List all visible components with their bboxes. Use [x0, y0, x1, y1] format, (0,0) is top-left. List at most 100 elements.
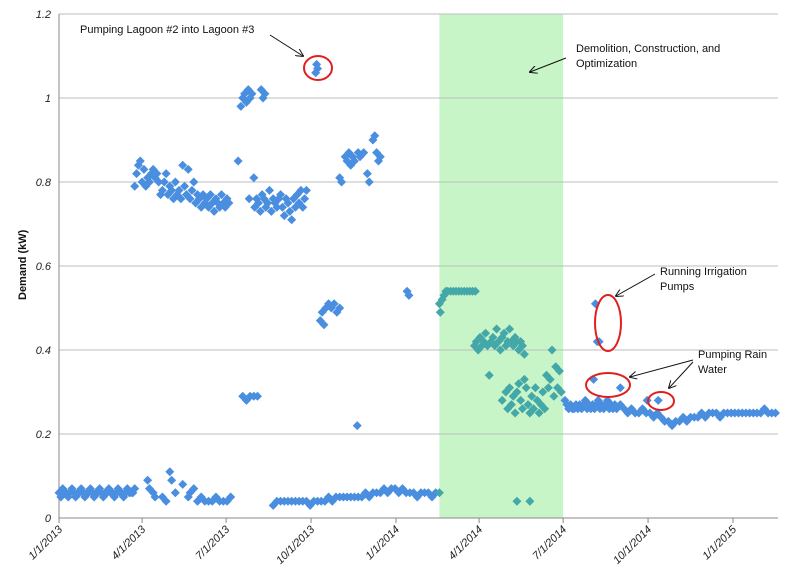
data-point	[187, 185, 197, 195]
data-point	[283, 198, 293, 208]
data-point	[58, 484, 68, 494]
data-point	[189, 177, 199, 187]
y-tick-label: 0	[45, 513, 52, 525]
data-point	[359, 148, 369, 158]
data-point	[279, 211, 289, 221]
data-point	[130, 181, 140, 191]
data-point	[285, 206, 295, 216]
data-point	[319, 320, 329, 330]
data-point	[144, 177, 154, 187]
data-point	[165, 467, 175, 477]
data-point	[205, 190, 215, 200]
data-point	[260, 89, 270, 99]
data-point	[157, 185, 167, 195]
data-point	[370, 131, 380, 141]
data-point	[512, 387, 522, 397]
data-point	[255, 206, 265, 216]
data-point	[247, 89, 257, 99]
data-point	[527, 391, 537, 401]
data-point	[516, 395, 526, 405]
data-point	[335, 303, 345, 313]
data-point	[150, 492, 160, 502]
data-point	[481, 328, 491, 338]
data-point	[545, 374, 555, 384]
data-point	[375, 152, 385, 162]
data-point	[653, 395, 663, 405]
annotation-circle	[594, 294, 622, 352]
data-point	[349, 156, 359, 166]
data-point	[512, 496, 522, 506]
data-point	[517, 341, 527, 351]
data-point	[362, 169, 372, 179]
data-point	[226, 492, 236, 502]
data-point	[263, 198, 273, 208]
data-point	[434, 488, 444, 498]
data-point	[517, 404, 527, 414]
data-point	[266, 206, 276, 216]
data-point	[174, 185, 184, 195]
data-point	[364, 177, 374, 187]
data-point	[265, 185, 275, 195]
data-point	[547, 345, 557, 355]
data-point	[523, 400, 533, 410]
y-axis-label: Demand (kW)	[17, 229, 29, 300]
y-tick-label: 0.6	[36, 261, 52, 273]
data-point	[250, 202, 260, 212]
data-point	[276, 190, 286, 200]
data-point	[244, 194, 254, 204]
data-point	[300, 194, 310, 204]
annotation-arrow	[269, 34, 303, 56]
data-point	[529, 404, 539, 414]
data-point	[298, 202, 308, 212]
x-tick-label: 1/1/2013	[26, 523, 65, 562]
annotation-rain: Pumping Rain Water	[698, 349, 768, 376]
data-point	[130, 484, 140, 494]
data-point	[492, 324, 502, 334]
data-point	[488, 332, 498, 342]
annotation-construction: Demolition, Construction, and Optimizati…	[576, 43, 721, 70]
annotation-circle	[647, 391, 675, 411]
data-point	[161, 169, 171, 179]
data-point	[143, 475, 153, 485]
annotation-arrow	[669, 361, 694, 388]
data-point	[233, 156, 243, 166]
data-point	[525, 496, 535, 506]
data-point	[209, 206, 219, 216]
data-point	[521, 383, 531, 393]
data-point	[301, 185, 311, 195]
data-point	[497, 395, 507, 405]
data-point	[178, 479, 188, 489]
data-point	[185, 194, 195, 204]
data-point	[534, 408, 544, 418]
data-point	[167, 185, 177, 195]
x-tick-label: 4/1/2014	[446, 524, 485, 563]
y-tick-label: 0.4	[36, 345, 51, 357]
data-point	[530, 383, 540, 393]
data-point	[178, 160, 188, 170]
data-point	[216, 190, 226, 200]
x-tick-label: 4/1/2013	[109, 523, 148, 562]
data-point	[170, 177, 180, 187]
data-point	[170, 488, 180, 498]
x-tick-label: 7/1/2013	[193, 523, 232, 562]
data-point	[183, 164, 193, 174]
data-point	[506, 400, 516, 410]
data-point	[253, 198, 263, 208]
y-tick-label: 0.2	[36, 429, 51, 441]
data-point	[538, 387, 548, 397]
annotation-circle	[303, 55, 333, 81]
data-point	[152, 169, 162, 179]
annotation-lagoon: Pumping Lagoon #2 into Lagoon #3	[80, 24, 254, 36]
data-point	[615, 383, 625, 393]
data-point	[277, 202, 287, 212]
data-point	[510, 408, 520, 418]
data-point	[404, 290, 414, 300]
data-point	[540, 404, 550, 414]
data-point	[296, 185, 306, 195]
data-point	[180, 181, 190, 191]
data-point	[139, 164, 149, 174]
y-tick-label: 0.8	[36, 177, 52, 189]
annotation-circle	[585, 372, 631, 398]
annotation-arrow	[630, 359, 694, 377]
